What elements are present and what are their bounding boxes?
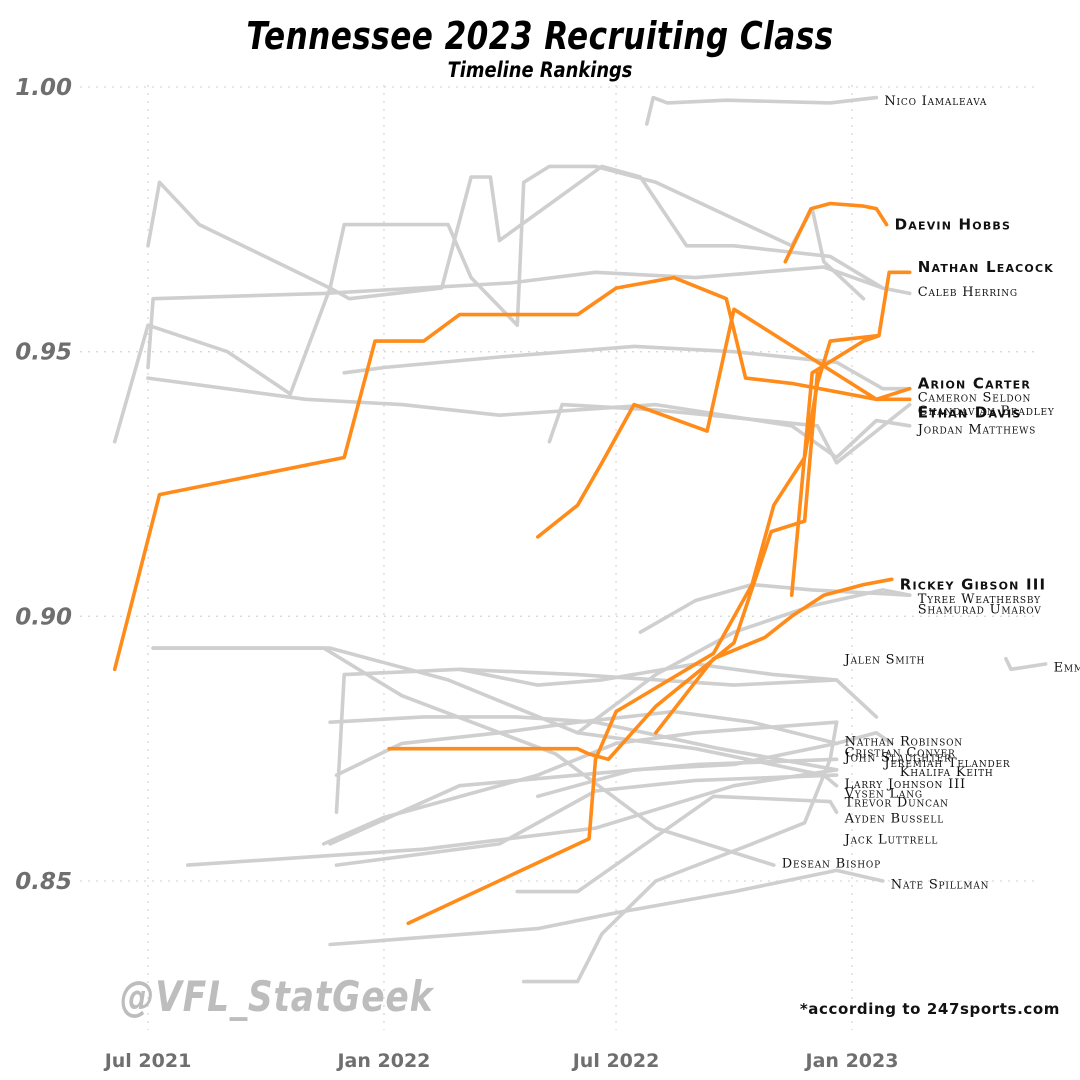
source-note: *according to 247sports.com: [799, 1000, 1060, 1018]
series-line-khalifa-keith: [535, 730, 894, 799]
series-label-nico-iamaleava: Nico Iamaleava: [884, 94, 987, 109]
series-label-nathan-leacock: Nathan Leacock: [918, 258, 1054, 276]
y-axis: 0.85 0.90 0.95 1.00: [15, 75, 72, 895]
series-line-nathan-robinson-trail: [521, 720, 839, 984]
chart-title: Tennessee 2023 Recruiting Class: [246, 14, 834, 58]
series-line-jordan-matthews: [146, 376, 912, 460]
y-tick-label: 1.00: [15, 75, 72, 101]
series-line-chandavian-bradley: [547, 402, 912, 465]
series-line-rickey-gibson-iii-early: [387, 370, 820, 762]
x-tick-label: Jul 2022: [571, 1050, 660, 1072]
series-label-nathan-robinson: Nathan Robinson: [845, 735, 963, 750]
series-group-other: [112, 95, 1048, 984]
y-tick-label: 0.95: [15, 340, 72, 366]
series-label-emmanuel-okoye: Emmanuel Okoye: [1054, 661, 1080, 676]
series-label-trevor-duncan: Trevor Duncan: [845, 796, 949, 811]
series-line-trevor-duncan: [328, 757, 839, 846]
series-line-shamurad-umarov: [575, 588, 912, 735]
y-tick-label: 0.85: [15, 869, 72, 895]
series-label-cristian-conyer: Cristian Conyer: [845, 745, 956, 760]
series-line-vysen-lang: [186, 767, 839, 867]
series-line-larry-johnson-iii: [334, 667, 839, 815]
series-label-desean-bishop: Desean Bishop: [782, 856, 881, 871]
series-label-arion-carter: Arion Carter: [918, 374, 1031, 392]
series-line-nathan-leacock-early: [406, 333, 879, 926]
x-tick-label: Jan 2022: [335, 1050, 430, 1072]
watermark-handle: @VFL_StatGeek: [120, 972, 434, 1021]
series-label-larry-johnson-iii: Larry Johnson III: [845, 777, 966, 792]
series-label-cameron-seldon: Cameron Seldon: [918, 391, 1032, 406]
series-label-shamurad-umarov: Shamurad Umarov: [918, 602, 1042, 617]
series-line-ethan-davis: [535, 307, 912, 539]
series-line-ayden-bussell: [334, 773, 839, 867]
series-label-vysen-lang: Vysen Lang: [844, 787, 923, 802]
series-line-daevin-hobbs: [783, 201, 889, 264]
series-group-highlight: [112, 201, 912, 926]
chart-subtitle: Timeline Rankings: [447, 58, 633, 82]
series-line-nate-spillman: [328, 868, 885, 947]
series-line-jack-luttrell: [515, 794, 839, 894]
series-label-nate-spillman: Nate Spillman: [891, 878, 990, 893]
series-label-jalen-smith: Jalen Smith: [843, 653, 926, 668]
series-line-caleb-herring: [146, 265, 912, 370]
series-label-jordan-matthews: Jordan Matthews: [916, 422, 1036, 437]
series-label-khalifa-keith: Khalifa Keith: [900, 765, 994, 780]
series-label-jeremiah-telander: Jeremiah Telander: [882, 756, 1010, 771]
x-tick-label: Jan 2023: [804, 1050, 899, 1072]
y-tick-label: 0.90: [15, 604, 72, 630]
series-label-john-slaughter: John Slaughter: [843, 751, 952, 766]
series-label-jack-luttrell: Jack Luttrell: [843, 833, 939, 848]
series-labels: Nico Iamaleava Daevin Hobbs Nathan Leacock…: [782, 94, 1080, 892]
series-line-john-slaughter: [328, 715, 839, 772]
series-label-ethan-davis: Ethan Davis: [918, 404, 1022, 422]
series-line-cristian-conyer: [321, 720, 839, 846]
gridlines: [80, 85, 1035, 1030]
series-line-nico-iamaleava: [644, 95, 879, 126]
series-label-daevin-hobbs: Daevin Hobbs: [895, 216, 1012, 234]
series-line-arion-carter: [112, 275, 912, 672]
series-line-emmanuel-okoye: [1004, 656, 1048, 672]
series-line-grey-pattern-a: [146, 164, 885, 301]
series-line-grey-pattern-b: [112, 164, 866, 444]
series-line-cameron-seldon: [342, 344, 912, 391]
series-label-tyree-weathersby: Tyree Weathersby: [918, 592, 1041, 607]
x-axis: Jul 2021 Jan 2022 Jul 2022 Jan 2023: [103, 1050, 899, 1072]
series-line-desean-bishop: [151, 646, 776, 867]
series-line-nathan-leacock: [789, 270, 912, 598]
series-label-caleb-herring: Caleb Herring: [918, 285, 1018, 300]
x-tick-label: Jul 2021: [103, 1050, 192, 1072]
series-label-rickey-gibson-iii: Rickey Gibson III: [900, 576, 1047, 594]
series-label-ayden-bussell: Ayden Bussell: [844, 811, 944, 826]
series-label-chandavian-bradley: Chandavian Bradley: [918, 404, 1055, 419]
